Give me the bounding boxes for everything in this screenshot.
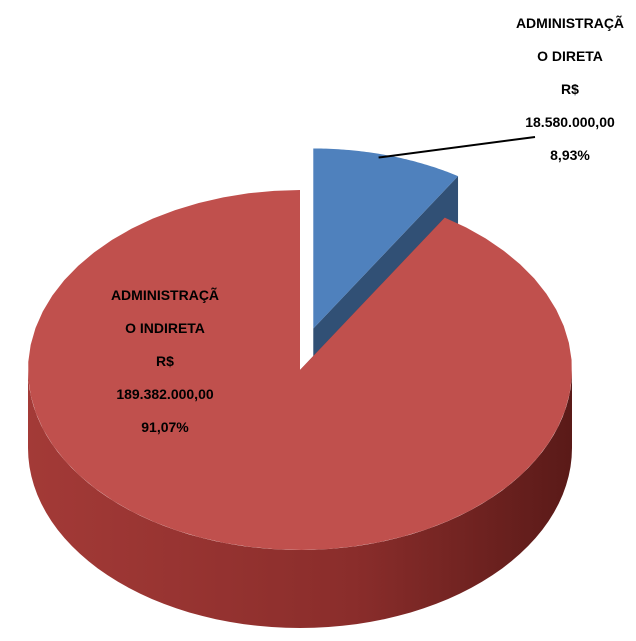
slice <box>28 190 572 550</box>
amount-label: 18.580.000,00 <box>525 114 615 130</box>
category-label: O INDIRETA <box>125 320 205 336</box>
category-label: ADMINISTRAÇÃ <box>111 286 219 303</box>
amount-label: R$ <box>561 81 579 97</box>
slice-side <box>28 370 572 628</box>
slice-label: ADMINISTRAÇÃ O DIRETA R$ 18.580.000,00 8,93% <box>516 14 624 163</box>
amount-label: R$ <box>156 353 174 369</box>
value-label: 8,93% <box>550 147 590 163</box>
amount-label: 189.382.000,00 <box>116 386 214 402</box>
category-label: ADMINISTRAÇÃ <box>516 14 624 31</box>
slice <box>313 148 459 329</box>
leader-line <box>378 136 536 159</box>
slice-label: ADMINISTRAÇÃ O INDIRETA R$ 189.382.000,00 91… <box>111 286 219 435</box>
category-label: O DIRETA <box>537 48 603 64</box>
value-label: 91,07% <box>141 419 189 435</box>
